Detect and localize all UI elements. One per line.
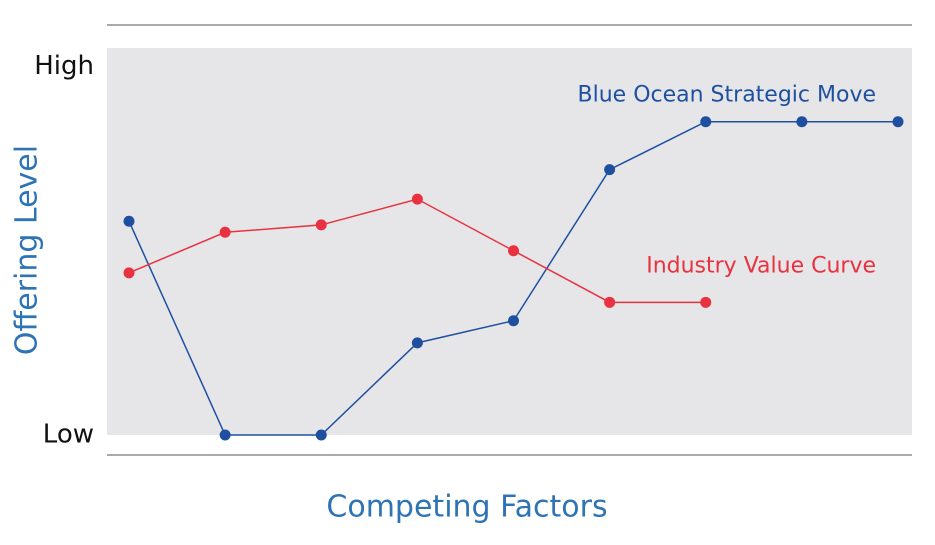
point [796, 116, 808, 128]
point [411, 337, 423, 349]
y-tick-label: Low [43, 420, 94, 450]
y-tick-label: High [34, 51, 94, 81]
series-label: Industry Value Curve [646, 253, 876, 278]
point [508, 245, 519, 257]
point [411, 193, 423, 205]
plot-area [107, 48, 912, 435]
y-axis-label: Offering Level [10, 145, 45, 355]
x-axis-label: Competing Factors [326, 490, 607, 525]
point [508, 315, 519, 327]
point [123, 215, 135, 227]
point [700, 116, 712, 128]
point [604, 296, 616, 308]
series-label: Blue Ocean Strategic Move [578, 83, 876, 108]
point [315, 429, 327, 441]
point [892, 116, 904, 128]
point [604, 164, 616, 176]
point [219, 226, 231, 238]
point [219, 429, 231, 441]
point [315, 219, 327, 231]
point [123, 267, 135, 279]
point [700, 296, 712, 308]
